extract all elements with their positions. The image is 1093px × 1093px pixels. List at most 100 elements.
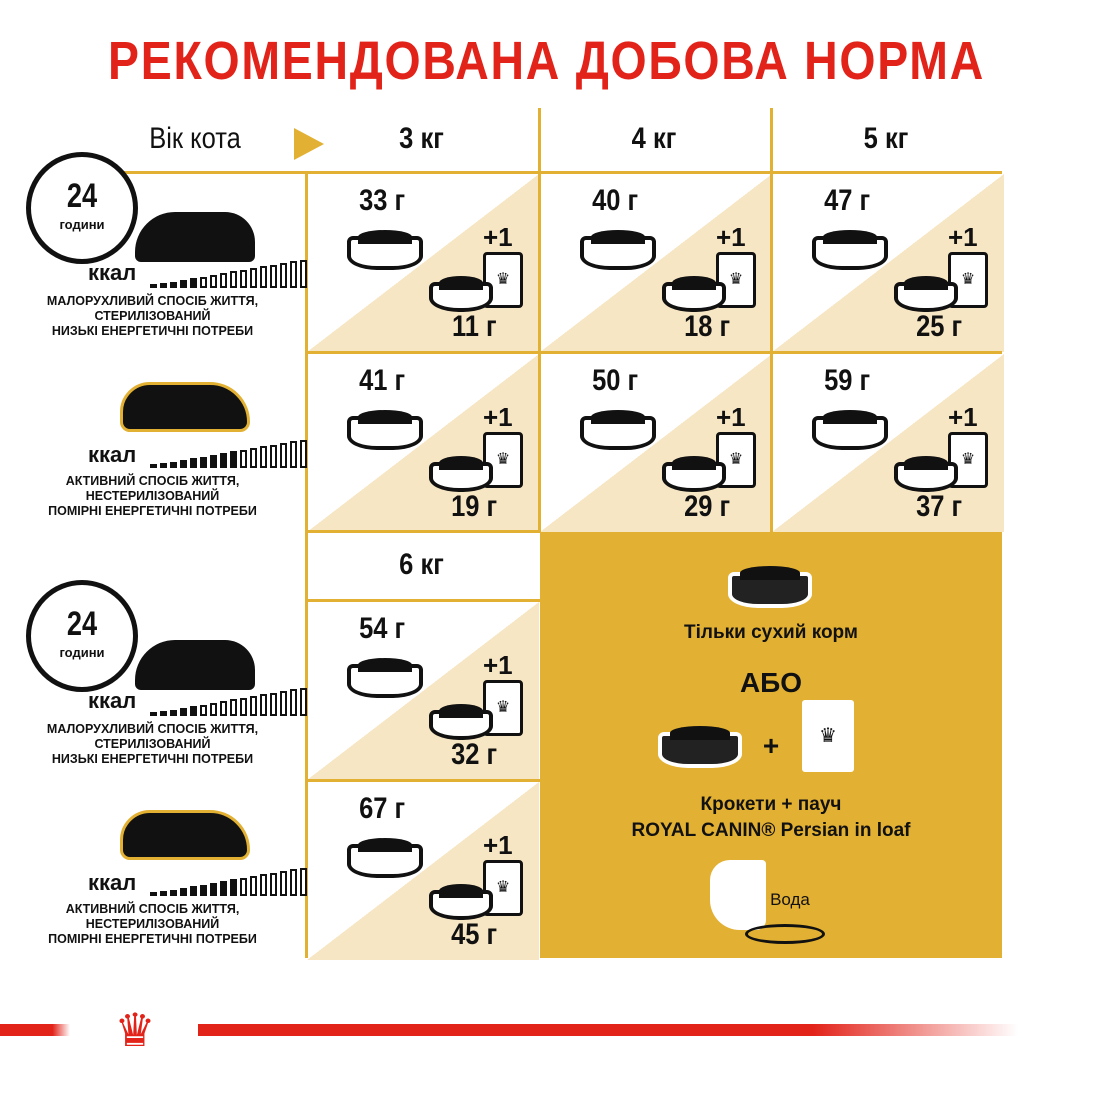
weight-header: 6 кг (399, 548, 444, 581)
walking-cat-icon (120, 382, 250, 432)
footer-line (0, 1024, 70, 1036)
weight-header: 5 кг (863, 122, 909, 155)
plus-sign: + (762, 730, 780, 761)
profile-description: НЕСТЕРИЛІЗОВАНИЙ (85, 917, 220, 931)
bowl-icon (580, 230, 656, 270)
portion-cell: 50 г +1 ♛ 29 г (540, 354, 772, 532)
bowl-icon (812, 410, 888, 450)
bowl-icon (662, 276, 726, 312)
pouch-count: +1 (483, 830, 513, 860)
pouch-count: +1 (483, 222, 513, 252)
energy-bar (300, 867, 307, 896)
bowl-icon (894, 456, 958, 492)
energy-bar (190, 278, 197, 288)
water-bowl-icon (745, 924, 825, 944)
profile-description: СТЕРИЛІЗОВАНИЙ (94, 309, 211, 323)
energy-bar (170, 889, 177, 896)
bowl-icon (580, 410, 656, 450)
cat-profile: 24 години ккал МАЛОРУХЛИВИЙ СПОСІБ ЖИТТЯ,… (0, 580, 307, 778)
profile-description: СТЕРИЛІЗОВАНИЙ (94, 737, 211, 751)
portion-cell: 41 г +1 ♛ 19 г (307, 354, 539, 532)
energy-bar (230, 271, 237, 288)
dry-with-pouch-amount: 11 г (452, 310, 498, 343)
portion-cell: 33 г +1 ♛ 11 г (307, 174, 539, 352)
energy-bar (300, 687, 307, 716)
energy-bar (180, 279, 187, 288)
energy-bar (160, 711, 167, 716)
bowl-icon (347, 230, 423, 270)
portion-cell: 47 г +1 ♛ 25 г (772, 174, 1004, 352)
footer-line (198, 1024, 1018, 1036)
profile-description: АКТИВНИЙ СПОСІБ ЖИТТЯ, (65, 474, 240, 488)
energy-scale (150, 256, 307, 288)
pouch-icon: ♛ (802, 700, 854, 772)
energy-bar (290, 869, 297, 896)
energy-bar (210, 882, 217, 896)
energy-bar (300, 259, 307, 288)
energy-bar (270, 444, 277, 468)
dry-with-pouch-amount: 29 г (683, 490, 730, 523)
dry-only-amount: 47 г (824, 184, 871, 217)
bowl-icon (658, 726, 742, 768)
energy-bar (160, 283, 167, 288)
pouch-count: +1 (948, 402, 978, 432)
pouch-count: +1 (483, 650, 513, 680)
dry-with-pouch-amount: 19 г (450, 490, 497, 523)
energy-scale (150, 436, 307, 468)
energy-bar (150, 712, 157, 716)
energy-bar (150, 464, 157, 468)
bowl-icon (429, 456, 493, 492)
energy-bar (240, 697, 247, 716)
energy-bar (240, 449, 247, 468)
energy-bar (250, 268, 257, 288)
portion-cell: 67 г +1 ♛ 45 г (307, 782, 539, 960)
energy-bar (210, 702, 217, 716)
bowl-icon (347, 410, 423, 450)
energy-bar (260, 694, 267, 716)
combo-label: Крокети + пауч (700, 794, 842, 815)
energy-bar (240, 269, 247, 288)
energy-bar (190, 886, 197, 896)
energy-bar (250, 876, 257, 896)
energy-bar (150, 284, 157, 288)
energy-bar (230, 699, 237, 716)
kcal-label: ккал (88, 260, 137, 285)
energy-bar (290, 261, 297, 288)
energy-bar (200, 884, 207, 896)
pouch-count: +1 (948, 222, 978, 252)
lying-cat-icon (135, 212, 255, 262)
energy-bar (210, 274, 217, 288)
energy-bar (250, 696, 257, 716)
bowl-icon (429, 884, 493, 920)
cat-profile: ккал АКТИВНИЙ СПОСІБ ЖИТТЯ, НЕСТЕРИЛІЗОВА… (0, 352, 307, 530)
energy-bar (200, 276, 207, 288)
or-label: АБО (739, 667, 803, 698)
feeding-legend: Тільки сухий корм АБО + ♛ Крокети + пауч… (540, 532, 1002, 958)
energy-bar (270, 264, 277, 288)
clock-icon: 24 години (26, 580, 138, 692)
energy-bar (280, 870, 287, 896)
pouch-count: +1 (483, 402, 513, 432)
energy-bar (280, 262, 287, 288)
energy-bar (200, 704, 207, 716)
energy-bar (230, 879, 237, 896)
energy-bar (170, 281, 177, 288)
energy-bar (220, 453, 227, 468)
portion-cell: 54 г +1 ♛ 32 г (307, 602, 539, 780)
energy-bar (220, 881, 227, 896)
energy-bar (250, 448, 257, 468)
energy-bar (260, 874, 267, 896)
royal-canin-logo: ♛ (114, 1004, 156, 1056)
combo-product-label: ROYAL CANIN® Persian in loaf (631, 820, 911, 841)
dry-with-pouch-amount: 25 г (915, 310, 962, 343)
bowl-icon (728, 566, 812, 608)
energy-bar (170, 709, 177, 716)
clock-value: 24 (66, 177, 98, 215)
dry-only-amount: 54 г (359, 612, 406, 645)
dry-only-amount: 41 г (359, 364, 406, 397)
dry-only-amount: 33 г (359, 184, 406, 217)
energy-bar (170, 461, 177, 468)
profile-description: МАЛОРУХЛИВИЙ СПОСІБ ЖИТТЯ, (46, 722, 259, 736)
profile-description: НИЗЬКІ ЕНЕРГЕТИЧНІ ПОТРЕБИ (51, 752, 254, 766)
profile-description: МАЛОРУХЛИВИЙ СПОСІБ ЖИТТЯ, (46, 294, 259, 308)
